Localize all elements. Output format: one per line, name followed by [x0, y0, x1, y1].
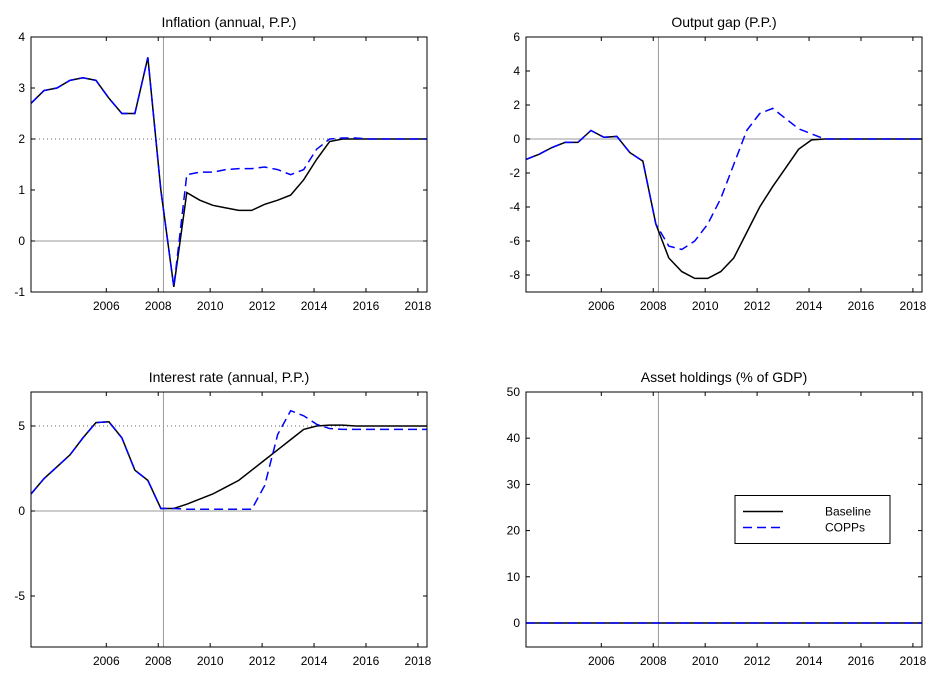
- x-tick-label: 2012: [249, 654, 276, 668]
- panel: Inflation (annual, P.P.)2006 2008 2010 2012…: [14, 14, 431, 313]
- x-tick-label: 2014: [796, 654, 823, 668]
- x-tick-label: 2010: [692, 299, 719, 313]
- y-tick-label: 0: [18, 234, 25, 248]
- legend-box: [734, 495, 891, 544]
- y-tick-label: -2: [509, 166, 520, 180]
- y-tick-label: -6: [509, 234, 520, 248]
- legend: Baseline COPPs: [734, 495, 891, 544]
- y-tick-label: 10: [507, 570, 521, 584]
- x-tick-label: 2012: [249, 299, 276, 313]
- plot-area: [31, 392, 427, 647]
- panel: Output gap (P.P.) 2006 2008 2010 2012 2014 201…: [509, 14, 926, 313]
- plot-area: [31, 37, 427, 292]
- x-tick-label: 2018: [405, 299, 432, 313]
- axes-box: [525, 36, 923, 293]
- y-tick-label: 0: [513, 616, 520, 630]
- y-tick-label: 2: [18, 132, 25, 146]
- panel: Asset holdings (% of GDP)2006 2008 2010 201…: [507, 369, 927, 668]
- axes-box: [30, 36, 428, 293]
- x-tick-label: 2008: [145, 654, 172, 668]
- x-tick-label: 2018: [900, 299, 927, 313]
- x-tick-label: 2018: [900, 654, 927, 668]
- y-tick-label: 1: [18, 183, 25, 197]
- panel: Interest rate (annual, P.P.) 2006 2008 2010…: [14, 369, 431, 668]
- x-tick-label: 2012: [744, 654, 771, 668]
- y-tick-label: 30: [507, 477, 521, 491]
- x-tick-label: 2008: [640, 654, 667, 668]
- series-line: [525, 107, 922, 251]
- x-tick-label: 2006: [588, 654, 615, 668]
- x-tick-label: 2006: [93, 654, 120, 668]
- y-tick-label: -8: [509, 268, 520, 282]
- x-tick-label: 2014: [796, 299, 823, 313]
- plot-area: [526, 37, 922, 292]
- x-tick-label: 2008: [145, 299, 172, 313]
- y-tick-label: -5: [14, 589, 25, 603]
- y-tick-label: -4: [509, 200, 520, 214]
- y-tick-label: 2: [513, 98, 520, 112]
- x-tick-label: 2014: [301, 299, 328, 313]
- y-tick-label: 6: [513, 30, 520, 44]
- x-tick-label: 2008: [640, 299, 667, 313]
- x-tick-label: 2006: [93, 299, 120, 313]
- series-line: [30, 57, 427, 287]
- x-tick-label: 2014: [301, 654, 328, 668]
- x-tick-label: 2016: [353, 299, 380, 313]
- y-tick-label: 5: [18, 419, 25, 433]
- x-tick-label: 2006: [588, 299, 615, 313]
- x-tick-label: 2010: [197, 654, 224, 668]
- x-tick-label: 2012: [744, 299, 771, 313]
- y-tick-label: 40: [507, 431, 521, 445]
- chart-title: Interest rate (annual, P.P.): [149, 369, 310, 385]
- x-tick-label: 2016: [848, 654, 875, 668]
- x-tick-label: 2010: [197, 299, 224, 313]
- y-tick-label: 4: [513, 64, 520, 78]
- axes-box: [30, 391, 428, 648]
- y-tick-label: 0: [18, 504, 25, 518]
- legend-label: Baseline: [825, 505, 871, 519]
- y-tick-label: 50: [507, 385, 521, 399]
- x-tick-label: 2016: [848, 299, 875, 313]
- y-tick-label: 3: [18, 81, 25, 95]
- legend-label: COPPs: [825, 521, 865, 535]
- y-tick-label: 0: [513, 132, 520, 146]
- axes-box: [525, 391, 923, 648]
- series-line: [30, 409, 427, 511]
- y-tick-label: -1: [14, 285, 25, 299]
- x-tick-label: 2010: [692, 654, 719, 668]
- chart-title: Inflation (annual, P.P.): [162, 14, 297, 30]
- x-tick-label: 2016: [353, 654, 380, 668]
- y-tick-label: 20: [507, 524, 521, 538]
- x-tick-label: 2018: [405, 654, 432, 668]
- chart-title: Output gap (P.P.): [671, 14, 776, 30]
- y-tick-label: 4: [18, 30, 25, 44]
- chart-title: Asset holdings (% of GDP): [641, 369, 808, 385]
